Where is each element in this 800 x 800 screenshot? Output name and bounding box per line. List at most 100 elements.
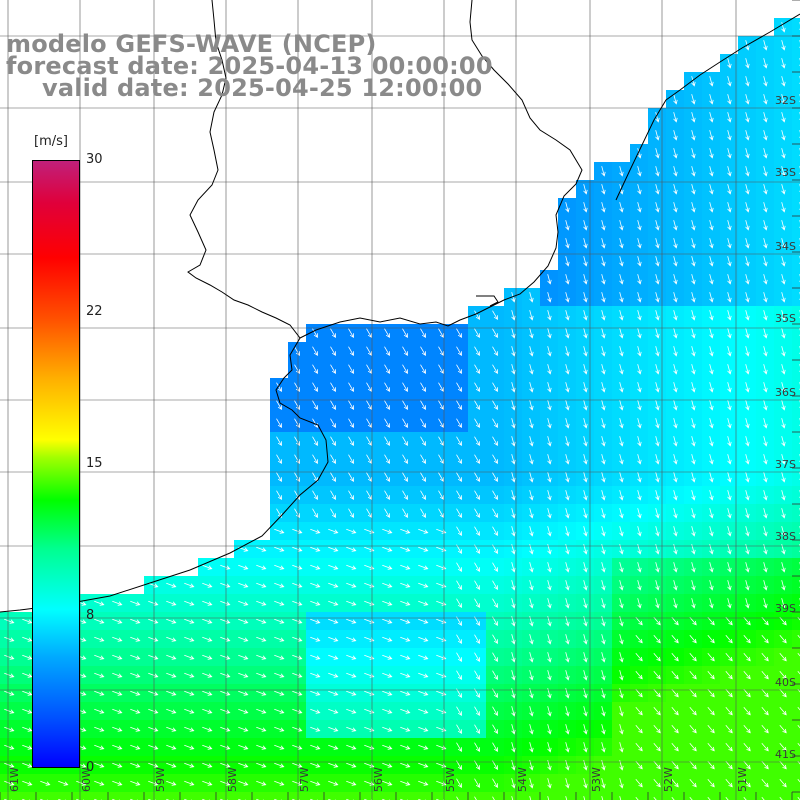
wind-arrow <box>691 148 696 159</box>
wind-arrow <box>619 454 624 465</box>
wind-arrow <box>745 418 750 429</box>
wind-arrow <box>294 436 300 447</box>
wind-arrow <box>635 616 643 626</box>
wind-arrow <box>274 762 285 768</box>
wind-arrow <box>763 472 768 483</box>
wind-arrow <box>420 400 426 411</box>
wind-arrow <box>294 508 300 519</box>
wind-arrow <box>384 436 390 447</box>
wind-arrow <box>220 744 231 750</box>
wind-arrow <box>184 708 195 714</box>
wind-arrow <box>456 472 462 483</box>
wind-arrow <box>166 744 177 750</box>
wind-arrow <box>310 780 321 786</box>
wind-arrow <box>745 166 750 177</box>
wind-arrow <box>346 546 357 552</box>
wind-arrow <box>709 418 714 429</box>
wind-arrow <box>511 670 516 681</box>
wind-arrow <box>166 672 177 678</box>
wind-arrow <box>691 508 696 519</box>
wind-arrow <box>565 454 570 465</box>
wind-arrow <box>529 508 534 519</box>
wind-arrow <box>400 780 411 786</box>
wind-arrow <box>763 238 768 249</box>
wind-arrow <box>366 454 372 465</box>
wind-cell <box>144 792 163 800</box>
wind-arrow <box>547 652 552 663</box>
wind-arrow <box>400 600 411 606</box>
wind-arrow <box>707 652 715 662</box>
colorbar-tick-8: 8 <box>86 608 95 623</box>
wind-arrow <box>511 706 516 717</box>
wind-arrow <box>781 526 786 537</box>
wind-arrow <box>671 706 679 716</box>
wind-arrow <box>691 472 696 483</box>
wind-arrow <box>94 654 105 660</box>
wind-arrow <box>691 580 696 591</box>
wind-arrow <box>456 706 462 717</box>
wind-arrow <box>727 76 732 87</box>
wind-arrow <box>781 292 786 303</box>
wind-arrow <box>456 670 462 681</box>
wind-arrow <box>166 600 177 606</box>
wind-arrow <box>601 382 606 393</box>
wind-arrow <box>366 400 372 411</box>
wind-arrow <box>400 672 411 678</box>
wind-arrow <box>256 726 267 732</box>
wind-arrow <box>384 364 390 375</box>
wind-arrow <box>276 472 282 483</box>
wind-arrow <box>474 400 480 411</box>
wind-arrow <box>619 742 624 753</box>
wind-cell <box>792 54 800 73</box>
wind-arrow <box>511 742 516 753</box>
wind-arrow <box>382 600 393 606</box>
wind-arrow <box>328 600 339 606</box>
wind-cell <box>414 792 433 800</box>
wind-arrow <box>474 580 480 591</box>
wind-arrow <box>547 328 552 339</box>
wind-arrow <box>456 580 462 591</box>
wind-arrow <box>655 418 660 429</box>
wind-arrow <box>601 400 606 411</box>
wind-arrow <box>94 708 105 714</box>
wind-arrow <box>635 760 643 770</box>
wind-arrow <box>220 780 231 786</box>
wind-cell <box>792 396 800 415</box>
wind-arrow <box>761 742 769 752</box>
wind-arrow <box>761 760 769 770</box>
wind-arrow <box>4 744 15 750</box>
wind-arrow <box>184 726 195 732</box>
wind-arrow <box>691 382 696 393</box>
wind-arrow <box>22 780 33 786</box>
wind-arrow <box>653 778 661 788</box>
wind-arrow <box>583 292 588 303</box>
wind-arrow <box>725 670 733 680</box>
wind-arrow <box>492 598 498 609</box>
wind-arrow <box>456 418 462 429</box>
wind-arrow <box>619 382 624 393</box>
wind-arrow <box>637 148 642 159</box>
wind-arrow <box>691 562 696 573</box>
wind-arrow <box>492 382 498 393</box>
wind-arrow <box>619 274 624 285</box>
lat-label-41s: 41S <box>775 748 796 761</box>
wind-arrow <box>456 652 462 663</box>
wind-cell <box>396 792 415 800</box>
wind-arrow <box>346 564 357 570</box>
wind-arrow <box>220 600 231 606</box>
title-line-3: valid date: 2025-04-25 12:00:00 <box>42 74 483 102</box>
wind-arrow <box>583 490 588 501</box>
wind-arrow <box>673 364 678 375</box>
wind-arrow <box>763 166 768 177</box>
wind-arrow <box>619 652 624 663</box>
wind-arrow <box>256 654 267 660</box>
wind-arrow <box>655 310 660 321</box>
wind-arrow <box>763 580 768 591</box>
wind-arrow <box>274 618 285 624</box>
wind-arrow <box>673 130 678 141</box>
wind-arrow <box>292 744 303 750</box>
wind-arrow <box>727 562 732 573</box>
wind-arrow <box>130 708 141 714</box>
wind-arrow <box>310 528 321 534</box>
wind-arrow <box>727 454 732 465</box>
